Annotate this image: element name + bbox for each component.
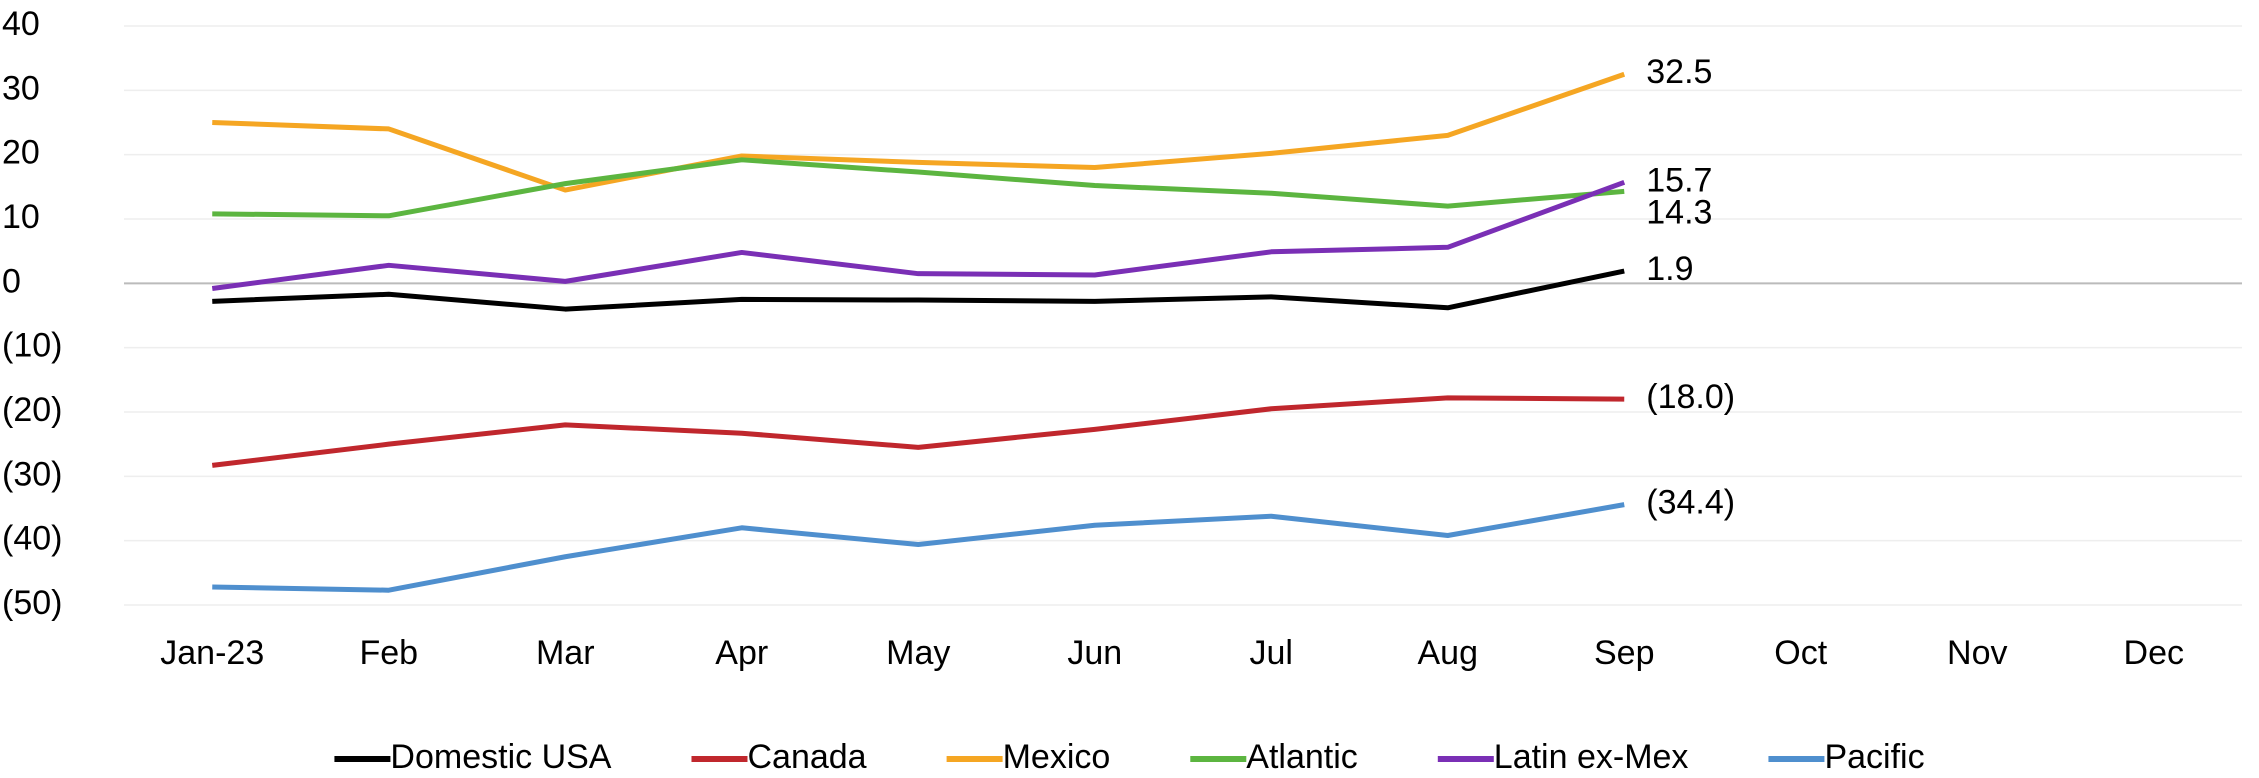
y-tick-label: (30): [2, 455, 62, 493]
x-tick-label: Jan-23: [160, 634, 264, 672]
legend-label: Latin ex-Mex: [1494, 738, 1689, 776]
y-tick-label: 40: [2, 5, 40, 43]
legend-label: Pacific: [1824, 738, 1924, 776]
y-tick-label: (10): [2, 327, 62, 365]
x-tick-label: Apr: [715, 634, 768, 672]
series-line: [212, 157, 1625, 219]
legend-label: Atlantic: [1246, 738, 1358, 776]
y-tick-label: 10: [2, 198, 40, 236]
y-tick-label: (20): [2, 391, 62, 429]
x-tick-label: Mar: [536, 634, 595, 672]
x-tick-label: Jun: [1067, 634, 1122, 672]
y-tick-label: 0: [2, 262, 21, 300]
x-tick-label: Dec: [2124, 634, 2184, 672]
y-tick-label: 30: [2, 69, 40, 107]
series-line: [211, 395, 1625, 468]
x-tick-label: Sep: [1594, 634, 1655, 672]
legend-label: Mexico: [1003, 738, 1111, 776]
x-tick-label: Feb: [359, 634, 418, 672]
x-tick-label: Aug: [1418, 634, 1479, 672]
series-line: [212, 502, 1625, 593]
legend-label: Domestic USA: [390, 738, 611, 776]
series-line: [211, 179, 1626, 291]
x-tick-label: May: [886, 634, 950, 672]
data-label: 15.7: [1646, 161, 1712, 199]
y-tick-label: (50): [2, 584, 62, 622]
legend-label: Canada: [747, 738, 866, 776]
data-label: 1.9: [1646, 250, 1693, 288]
x-tick-label: Oct: [1774, 634, 1827, 672]
x-tick-label: Nov: [1947, 634, 2007, 672]
data-label: 32.5: [1646, 53, 1712, 91]
series-line: [212, 71, 1626, 193]
y-tick-label: 20: [2, 134, 40, 172]
series-line: [212, 268, 1625, 312]
data-label: (18.0): [1646, 378, 1735, 416]
x-tick-label: Jul: [1250, 634, 1293, 672]
y-tick-label: (40): [2, 520, 62, 558]
data-label: 14.3: [1646, 193, 1712, 231]
data-label: (34.4): [1646, 484, 1735, 522]
